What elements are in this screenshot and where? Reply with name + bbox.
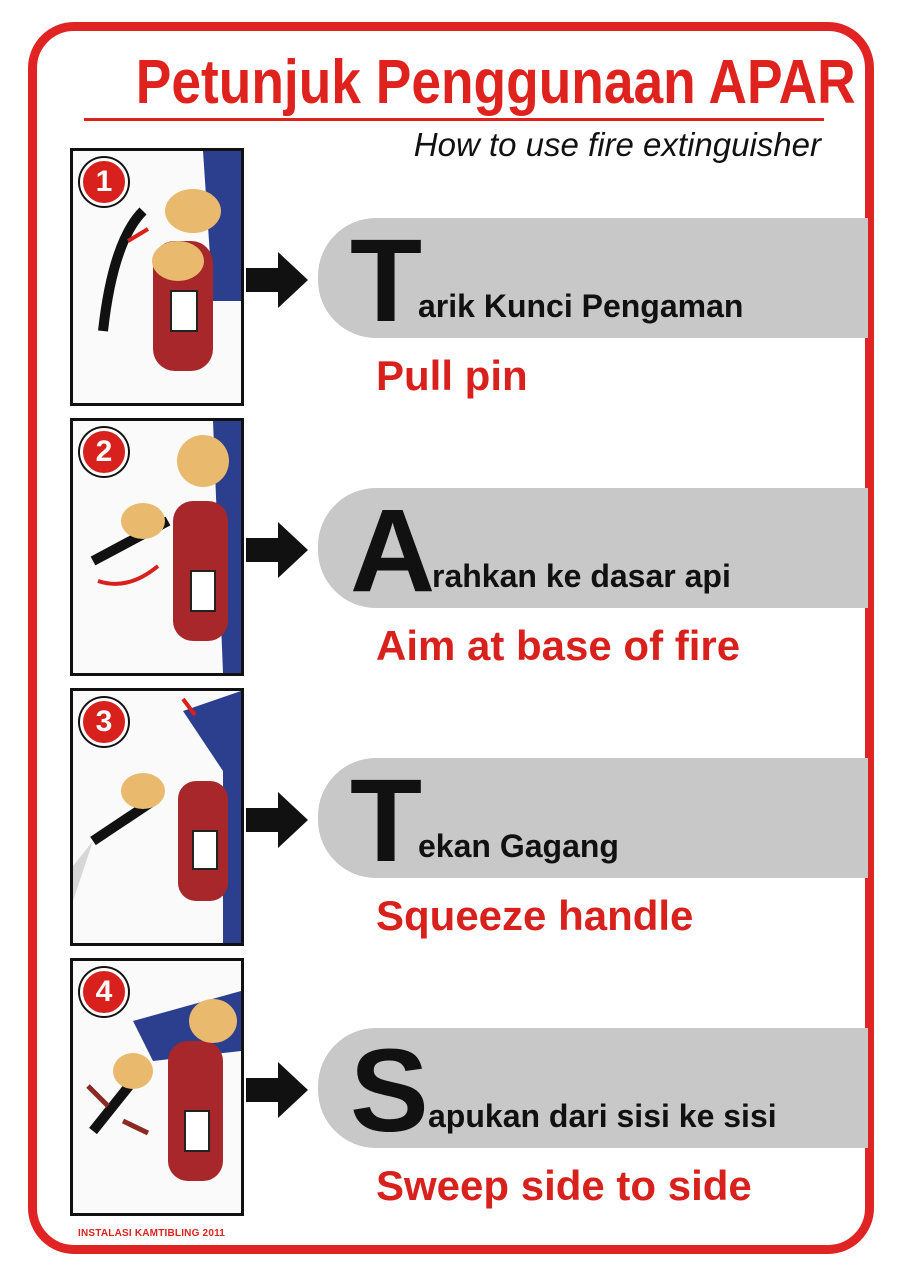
- step-initial-letter: T: [350, 215, 423, 347]
- extinguisher-aim-icon: [90, 421, 241, 673]
- step-3: 3 T ekan Gagang Squeeze handle: [0, 688, 901, 950]
- step-instruction: rahkan ke dasar api: [432, 558, 731, 594]
- step-english: Squeeze handle: [376, 892, 694, 939]
- step-instruction: ekan Gagang: [418, 828, 619, 864]
- extinguisher-sweep-icon: [86, 991, 241, 1181]
- step-initial-letter: T: [350, 755, 423, 887]
- step-bar: [318, 488, 868, 608]
- arrow-right-icon: [246, 792, 308, 848]
- footer-credit: INSTALASI KAMTIBLING 2011: [78, 1228, 226, 1239]
- extinguisher-pull-pin-icon: [98, 151, 241, 371]
- step-number-badge: 1: [80, 158, 128, 206]
- step-1: 1 T arik Kunci Pengaman Pull pin: [0, 148, 901, 410]
- step-instruction: apukan dari sisi ke sisi: [428, 1098, 777, 1134]
- step-bar: [318, 218, 868, 338]
- page-title: Petunjuk Penggunaan APAR: [135, 48, 856, 117]
- step-bar: [318, 758, 868, 878]
- step-1-illustration: 1: [70, 148, 244, 406]
- step-2: 2 A rahkan ke dasar api Aim at base of f…: [0, 418, 901, 680]
- arrow-right-icon: [246, 1062, 308, 1118]
- step-bar: [318, 1028, 868, 1148]
- step-instruction: arik Kunci Pengaman: [418, 288, 744, 324]
- step-4-illustration: 4: [70, 958, 244, 1216]
- step-number-badge: 3: [80, 698, 128, 746]
- step-english: Pull pin: [376, 352, 528, 399]
- step-number-badge: 2: [80, 428, 128, 476]
- step-initial-letter: S: [350, 1025, 429, 1157]
- step-english: Sweep side to side: [376, 1162, 752, 1209]
- arrow-right-icon: [246, 252, 308, 308]
- step-4: 4 S apukan dari sisi ke sisi Sweep side …: [0, 958, 901, 1220]
- step-number-badge: 4: [80, 968, 128, 1016]
- step-2-illustration: 2: [70, 418, 244, 676]
- step-3-illustration: 3: [70, 688, 244, 946]
- extinguisher-squeeze-icon: [73, 691, 241, 943]
- step-english: Aim at base of fire: [376, 622, 741, 669]
- page-subtitle: How to use fire extinguisher: [413, 126, 821, 163]
- title-underline: [84, 118, 824, 121]
- step-initial-letter: A: [350, 485, 436, 617]
- arrow-right-icon: [246, 522, 308, 578]
